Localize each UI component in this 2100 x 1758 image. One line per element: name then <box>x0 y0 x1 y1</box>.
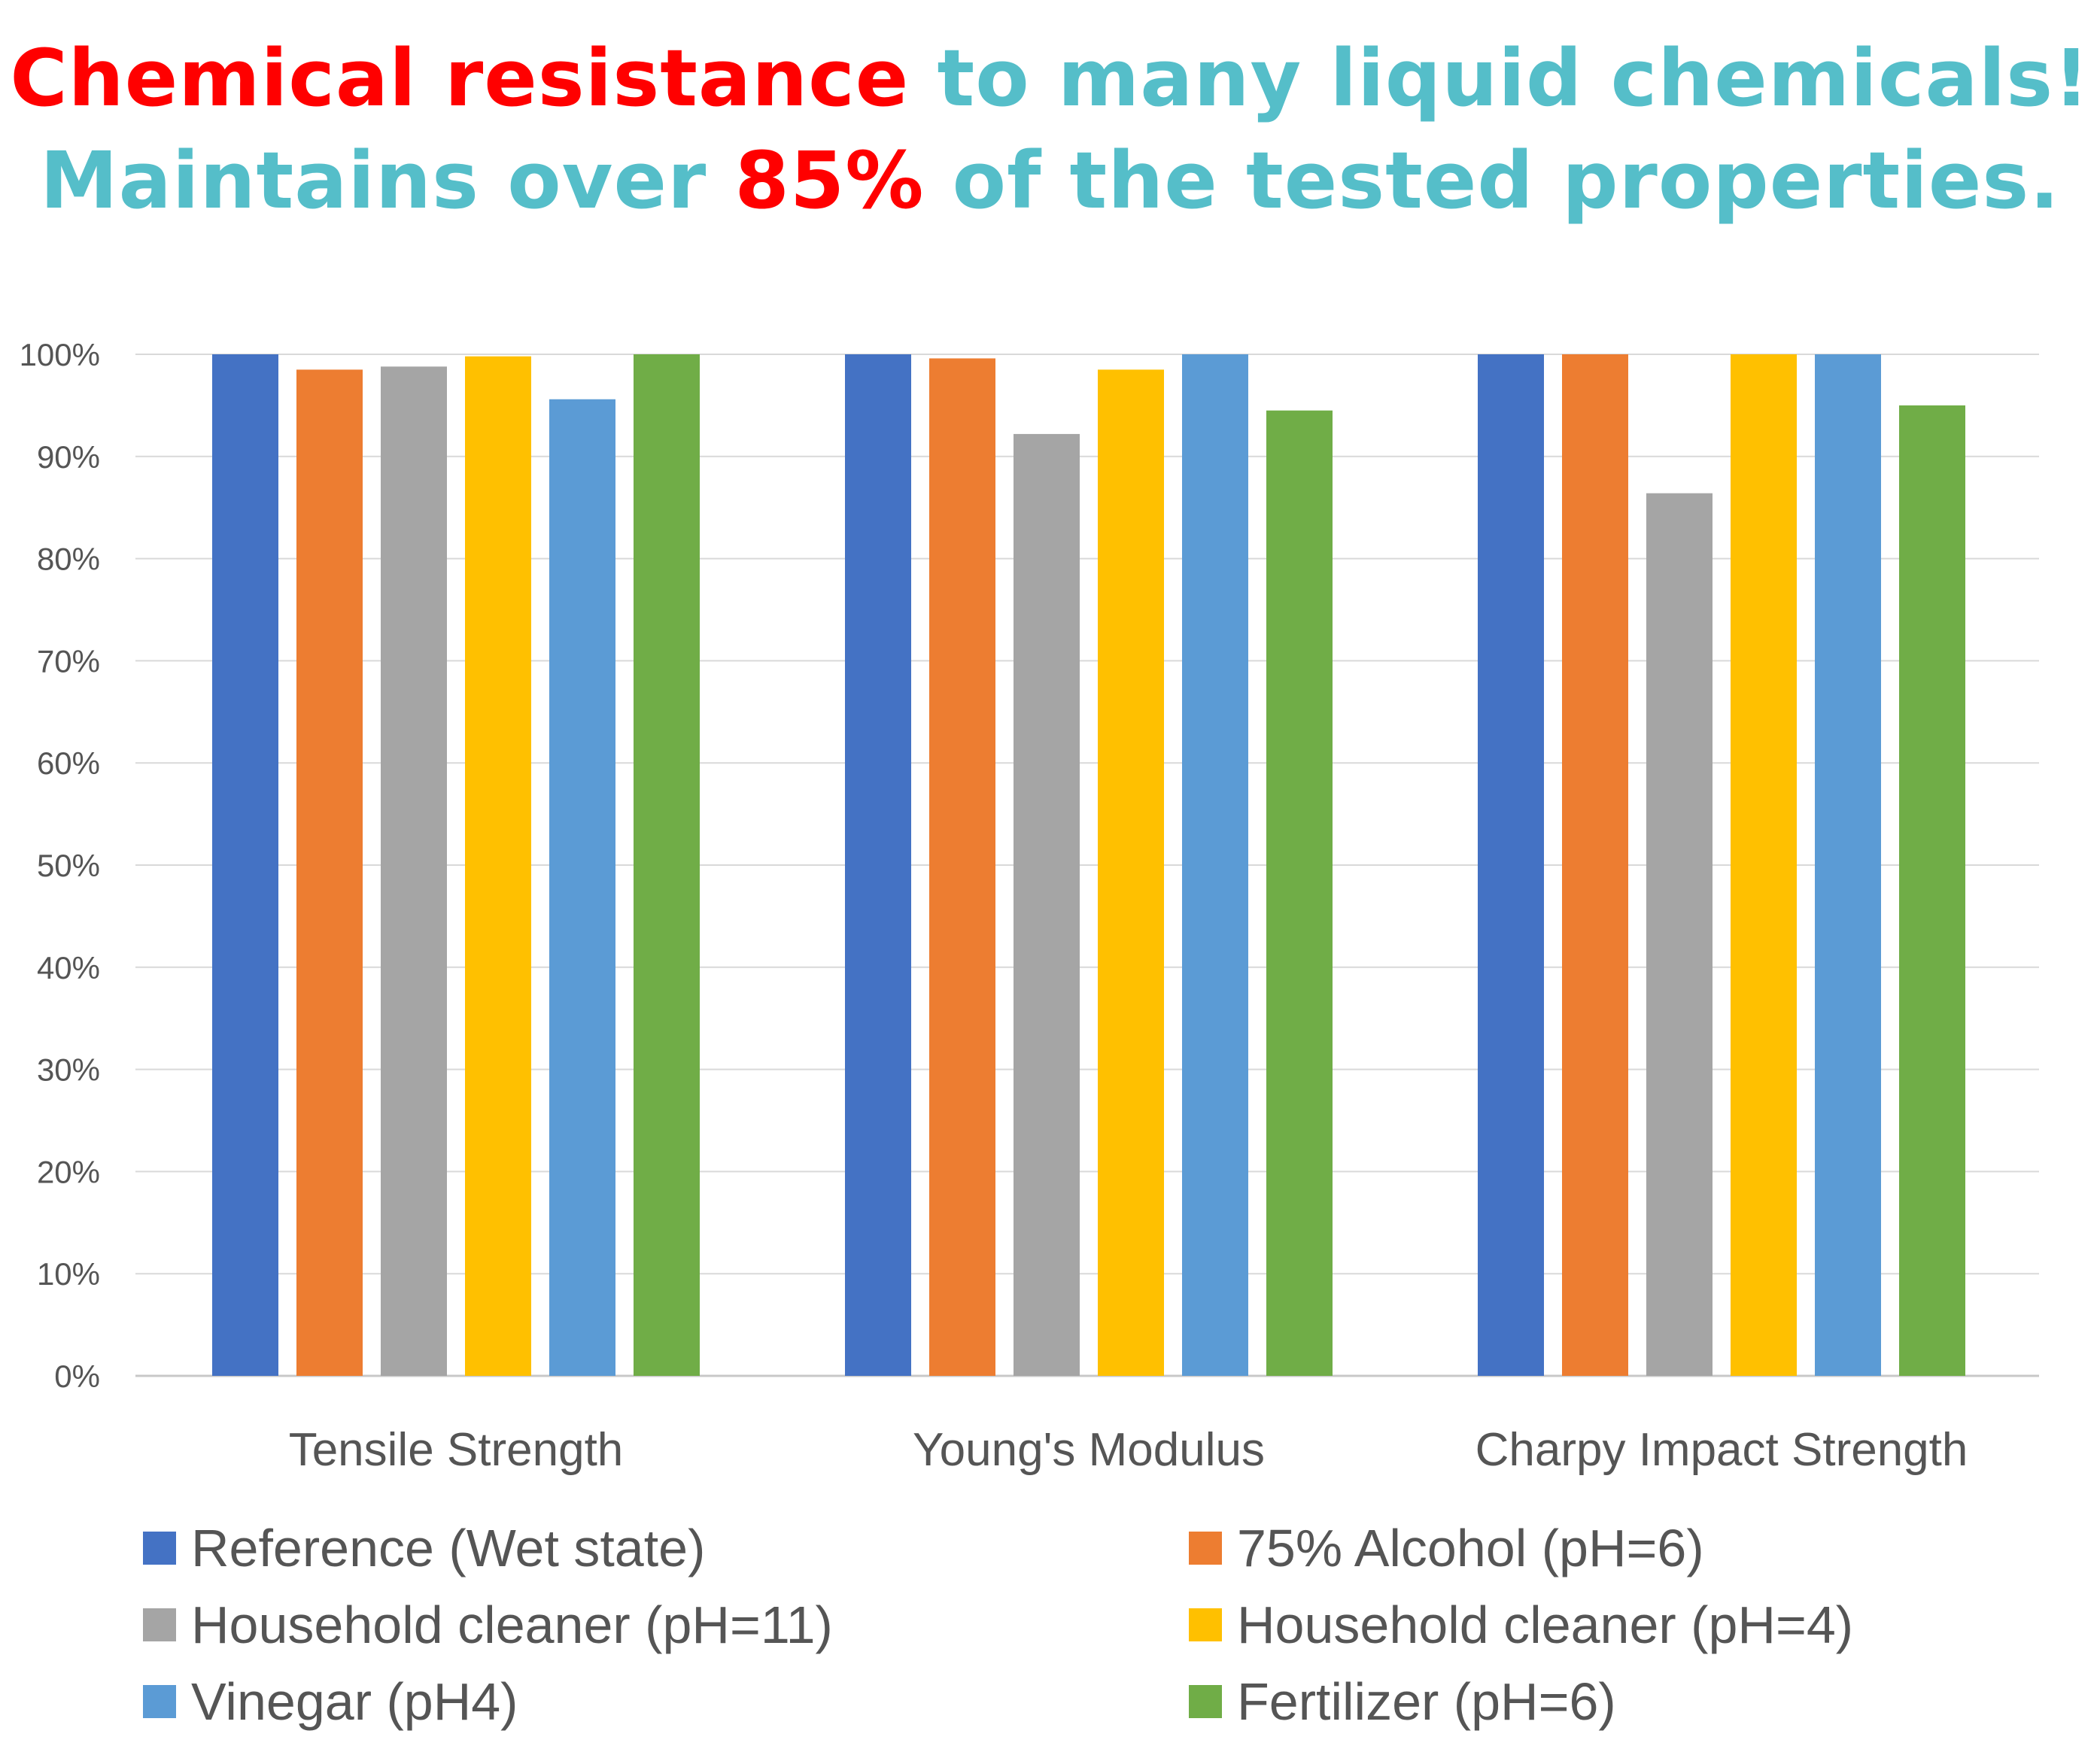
y-tick-label: 10% <box>37 1256 100 1292</box>
legend-swatch <box>143 1608 176 1641</box>
y-tick-label: 30% <box>37 1052 100 1088</box>
legend-swatch <box>1189 1685 1222 1718</box>
y-tick-label: 40% <box>37 950 100 985</box>
legend-item: Household cleaner (pH=11) <box>143 1595 1189 1655</box>
legend-item: Reference (Wet state) <box>143 1518 1189 1578</box>
bar-series-4-category-0 <box>549 399 615 1377</box>
legend-label: 75% Alcohol (pH=6) <box>1237 1519 1704 1577</box>
x-axis-categories: Tensile Strength Young's Modulus Charpy Im… <box>289 1424 1968 1476</box>
legend-item: 75% Alcohol (pH=6) <box>1189 1518 1986 1578</box>
bar-series-4-category-2 <box>1815 354 1881 1376</box>
bar-series-3-category-0 <box>465 356 531 1376</box>
legend-swatch <box>143 1532 176 1565</box>
y-tick-label: 70% <box>37 643 100 679</box>
bar-series-1-category-0 <box>296 369 363 1376</box>
bar-series-1-category-2 <box>1562 354 1628 1376</box>
legend-label: Household cleaner (pH=4) <box>1237 1596 1854 1654</box>
headline-line-2: Maintains over 85% of the tested propert… <box>0 141 2100 220</box>
bar-series-5-category-1 <box>1266 410 1333 1377</box>
headline-percent-highlight: 85% <box>734 135 925 226</box>
legend-swatch <box>1189 1532 1222 1565</box>
bar-series-3-category-2 <box>1731 354 1797 1376</box>
bar-series-0-category-2 <box>1478 354 1544 1376</box>
headline-teal-tail: of the tested properties. <box>924 135 2060 226</box>
bar-series-3-category-1 <box>1098 369 1164 1376</box>
bar-series-5-category-2 <box>1899 405 1965 1376</box>
y-tick-label: 50% <box>37 848 100 883</box>
y-tick-label: 0% <box>54 1359 100 1394</box>
x-category-label: Young's Modulus <box>913 1424 1265 1476</box>
bar-series-5-category-0 <box>634 354 700 1376</box>
y-tick-label: 60% <box>37 745 100 781</box>
legend-item: Fertilizer (pH=6) <box>1189 1671 1986 1732</box>
headline-red-phrase: Chemical resistance <box>10 32 910 124</box>
bar-series-0-category-1 <box>845 354 911 1376</box>
y-axis-ticks: 0% 10% 20% 30% 40% 50% 60% 70% 80% 90% 100% <box>20 337 100 1394</box>
headline-teal-lead: Maintains over <box>40 135 735 226</box>
bar-series-1-category-1 <box>929 358 995 1376</box>
bar-series-0-category-0 <box>212 354 278 1376</box>
legend-label: Fertilizer (pH=6) <box>1237 1672 1616 1731</box>
legend-item: Vinegar (pH4) <box>143 1671 1189 1732</box>
y-tick-label: 100% <box>20 337 100 372</box>
legend-label: Household cleaner (pH=11) <box>191 1596 833 1654</box>
y-tick-label: 80% <box>37 542 100 577</box>
legend-swatch <box>143 1685 176 1718</box>
legend-item: Household cleaner (pH=4) <box>1189 1595 1986 1655</box>
bar-series-2-category-0 <box>381 366 447 1376</box>
x-category-label: Tensile Strength <box>289 1424 624 1476</box>
legend-label: Reference (Wet state) <box>191 1519 706 1577</box>
y-tick-label: 20% <box>37 1154 100 1189</box>
headline-teal-phrase: to many liquid chemicals! <box>909 32 2090 124</box>
legend-swatch <box>1189 1608 1222 1641</box>
chart-legend: Reference (Wet state) 75% Alcohol (pH=6) H… <box>143 1518 1986 1732</box>
gridlines <box>135 354 2039 1377</box>
bars <box>212 354 1965 1377</box>
x-category-label: Charpy Impact Strength <box>1475 1424 1968 1476</box>
y-tick-label: 90% <box>37 439 100 475</box>
bar-series-2-category-1 <box>1014 433 1080 1376</box>
bar-series-4-category-1 <box>1182 354 1248 1376</box>
headline-line-1: Chemical resistance to many liquid chemi… <box>0 39 2100 117</box>
bar-series-2-category-2 <box>1646 493 1713 1376</box>
legend-label: Vinegar (pH4) <box>191 1672 518 1731</box>
